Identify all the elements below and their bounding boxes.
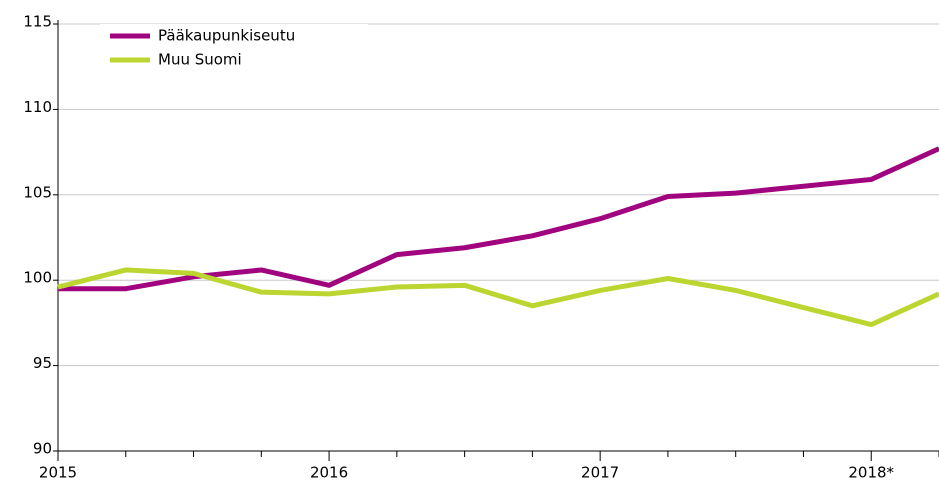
y-tick-label: 115 — [23, 13, 52, 31]
x-tick-label: 2018* — [848, 464, 894, 482]
data-line — [58, 146, 939, 292]
y-tick-label: 110 — [23, 98, 52, 116]
y-tick-label: 105 — [23, 183, 52, 201]
legend-label: Muu Suomi — [158, 51, 242, 69]
data-line — [57, 267, 939, 328]
y-tick-label: 95 — [33, 354, 52, 372]
y-tick-label: 100 — [23, 269, 52, 287]
x-tick-label: 2017 — [581, 464, 619, 482]
x-tick-label: 2015 — [39, 464, 77, 482]
x-tick-label: 2016 — [310, 464, 348, 482]
legend-label: Pääkaupunkiseutu — [158, 27, 295, 45]
legend-box — [100, 24, 368, 80]
y-tick-label: 90 — [33, 440, 52, 458]
